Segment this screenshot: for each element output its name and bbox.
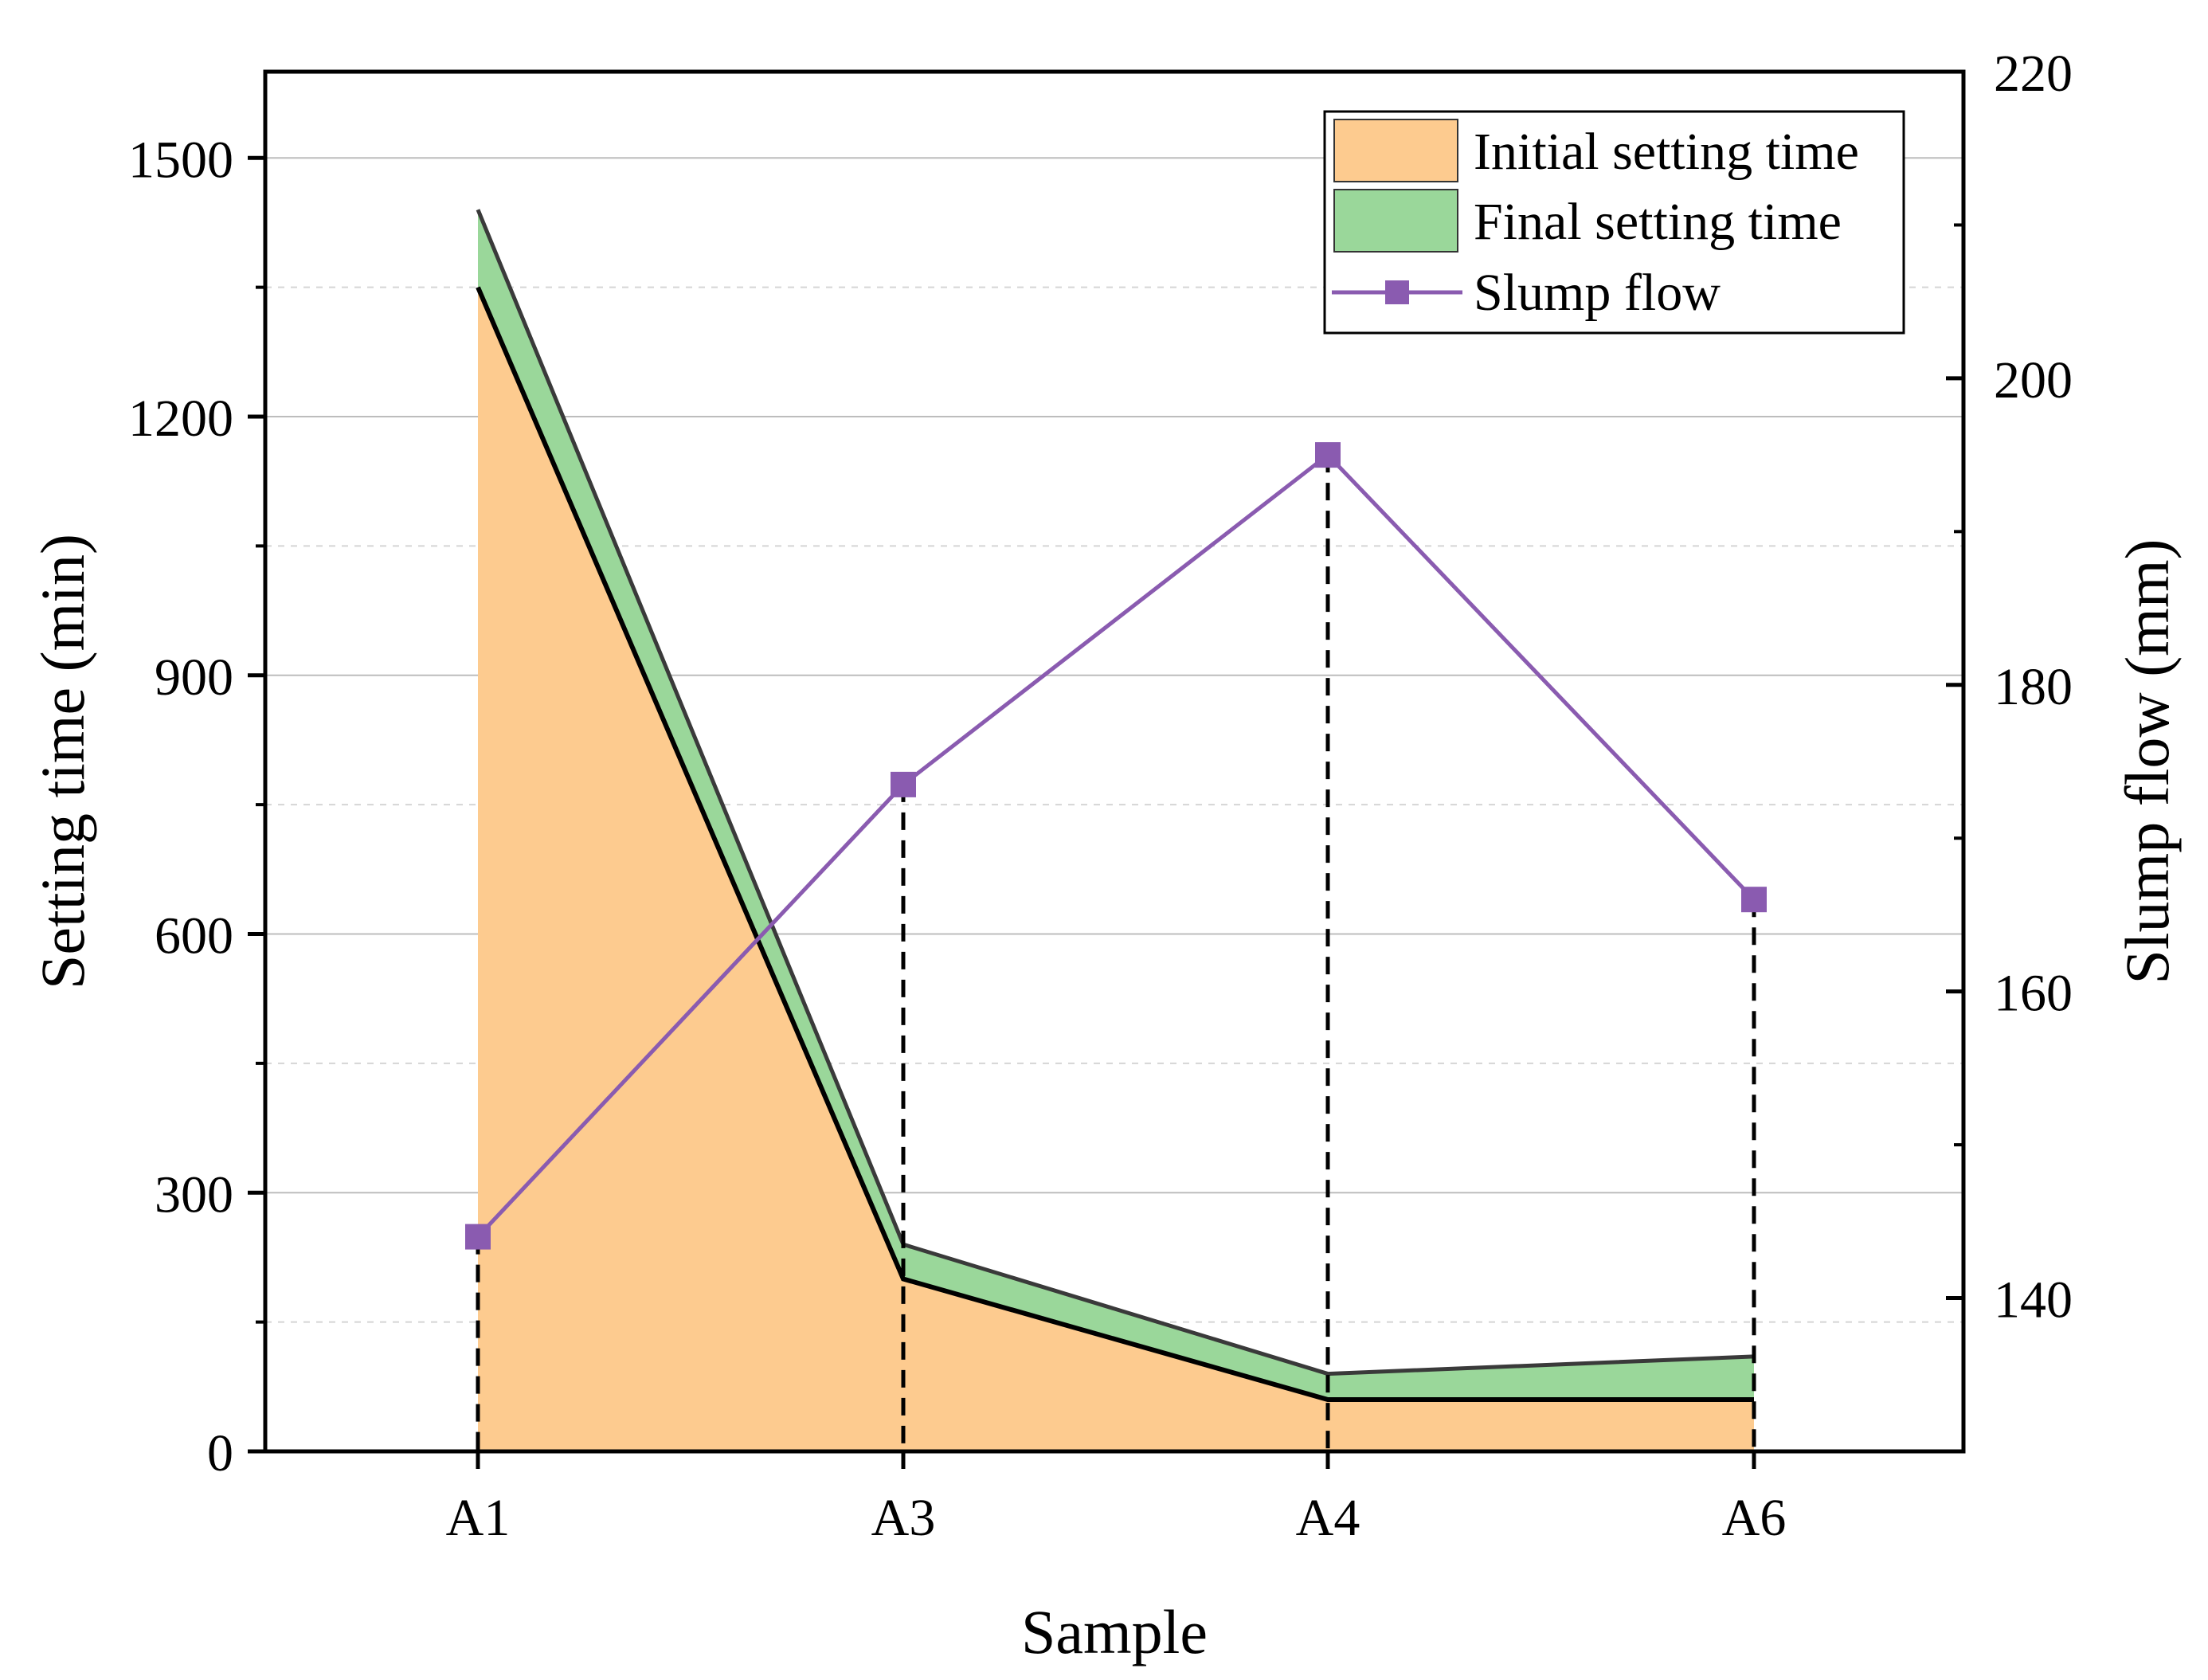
- y2-tick-label: 220: [1994, 45, 2073, 103]
- y-tick-label: 0: [207, 1424, 233, 1482]
- y2-tick-label: 180: [1994, 658, 2073, 716]
- y2-tick-label: 140: [1994, 1271, 2073, 1330]
- legend: Initial setting time Final setting time …: [1323, 110, 1905, 335]
- final-setting-line: [476, 209, 1755, 1377]
- axis-ticks: 0 300 600 900 1200 1500 140 160 180 200 220 A1 A3 A4 A…: [128, 45, 2073, 1547]
- y2-tick-label: 160: [1994, 965, 2073, 1023]
- drop-lines: [476, 455, 1756, 1451]
- slump-flow-line: [476, 452, 1756, 1239]
- slump-flow-point: [1741, 887, 1767, 913]
- x-tick-label: A1: [446, 1489, 511, 1547]
- slump-flow-point: [1315, 442, 1341, 468]
- y2-tick-label: 200: [1994, 351, 2073, 409]
- slump-flow-point: [465, 1224, 491, 1250]
- y-tick-label: 1500: [128, 131, 233, 189]
- y-tick-label: 600: [155, 907, 233, 965]
- y-tick-label: 900: [155, 648, 233, 707]
- legend-swatch-initial: [1333, 119, 1458, 182]
- y-axis-title: Setting time (min): [28, 534, 97, 989]
- x-tick-label: A3: [871, 1489, 936, 1547]
- plot-frame: [263, 69, 1966, 1454]
- y2-axis-title: Slump flow (mm): [2112, 539, 2182, 985]
- legend-label-initial: Initial setting time: [1474, 123, 1859, 181]
- y-tick-label: 300: [155, 1165, 233, 1224]
- y-tick-label: 1200: [128, 390, 233, 448]
- area-series: [476, 209, 1755, 1451]
- slump-flow-point: [891, 771, 916, 797]
- x-axis-title: Sample: [1021, 1597, 1208, 1666]
- legend-swatch-final: [1333, 189, 1458, 253]
- x-tick-label: A6: [1722, 1489, 1787, 1547]
- x-tick-label: A4: [1296, 1489, 1360, 1547]
- initial-setting-line: [476, 286, 1754, 1403]
- initial-setting-area: [478, 287, 1754, 1451]
- legend-marker-slump: [1385, 280, 1409, 304]
- legend-label-final: Final setting time: [1474, 193, 1842, 251]
- slump-flow-series: [465, 442, 1767, 1250]
- legend-label-slump: Slump flow: [1474, 264, 1721, 322]
